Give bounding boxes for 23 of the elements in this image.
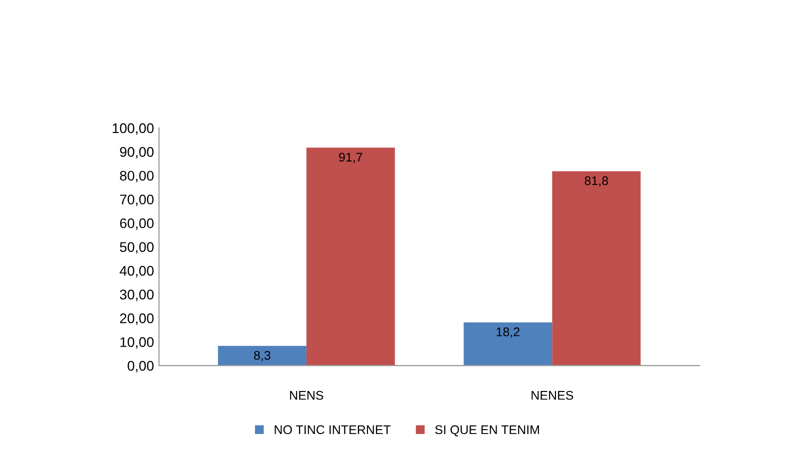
y-tick-label: 60,00 [120,218,154,230]
bar [218,346,306,366]
legend-label: SI QUE EN TENIM [435,425,539,436]
y-tick-label: 100,00 [112,123,154,135]
y-tick-label: 90,00 [120,147,154,159]
bar [552,171,641,366]
data-label: 8,3 [254,350,270,362]
y-tick-label: 80,00 [120,170,154,182]
x-tick-label: NENES [532,390,574,400]
data-label: 18,2 [496,327,520,338]
y-tick-label: 30,00 [120,290,154,302]
y-tick-label: 70,00 [120,194,154,206]
x-tick-label: NENS [290,390,324,400]
y-tick-label: 40,00 [120,266,154,278]
y-tick-label: 50,00 [120,242,154,254]
y-tick-label: 10,00 [120,337,154,349]
bar [464,322,552,366]
y-tick-label: 20,00 [120,313,154,325]
data-label: 81,8 [584,176,608,187]
data-label: 91,7 [339,152,362,164]
bar [306,148,395,366]
legend-label: NO TINC INTERNET [274,425,391,434]
y-tick-label: 0,00 [128,360,154,372]
